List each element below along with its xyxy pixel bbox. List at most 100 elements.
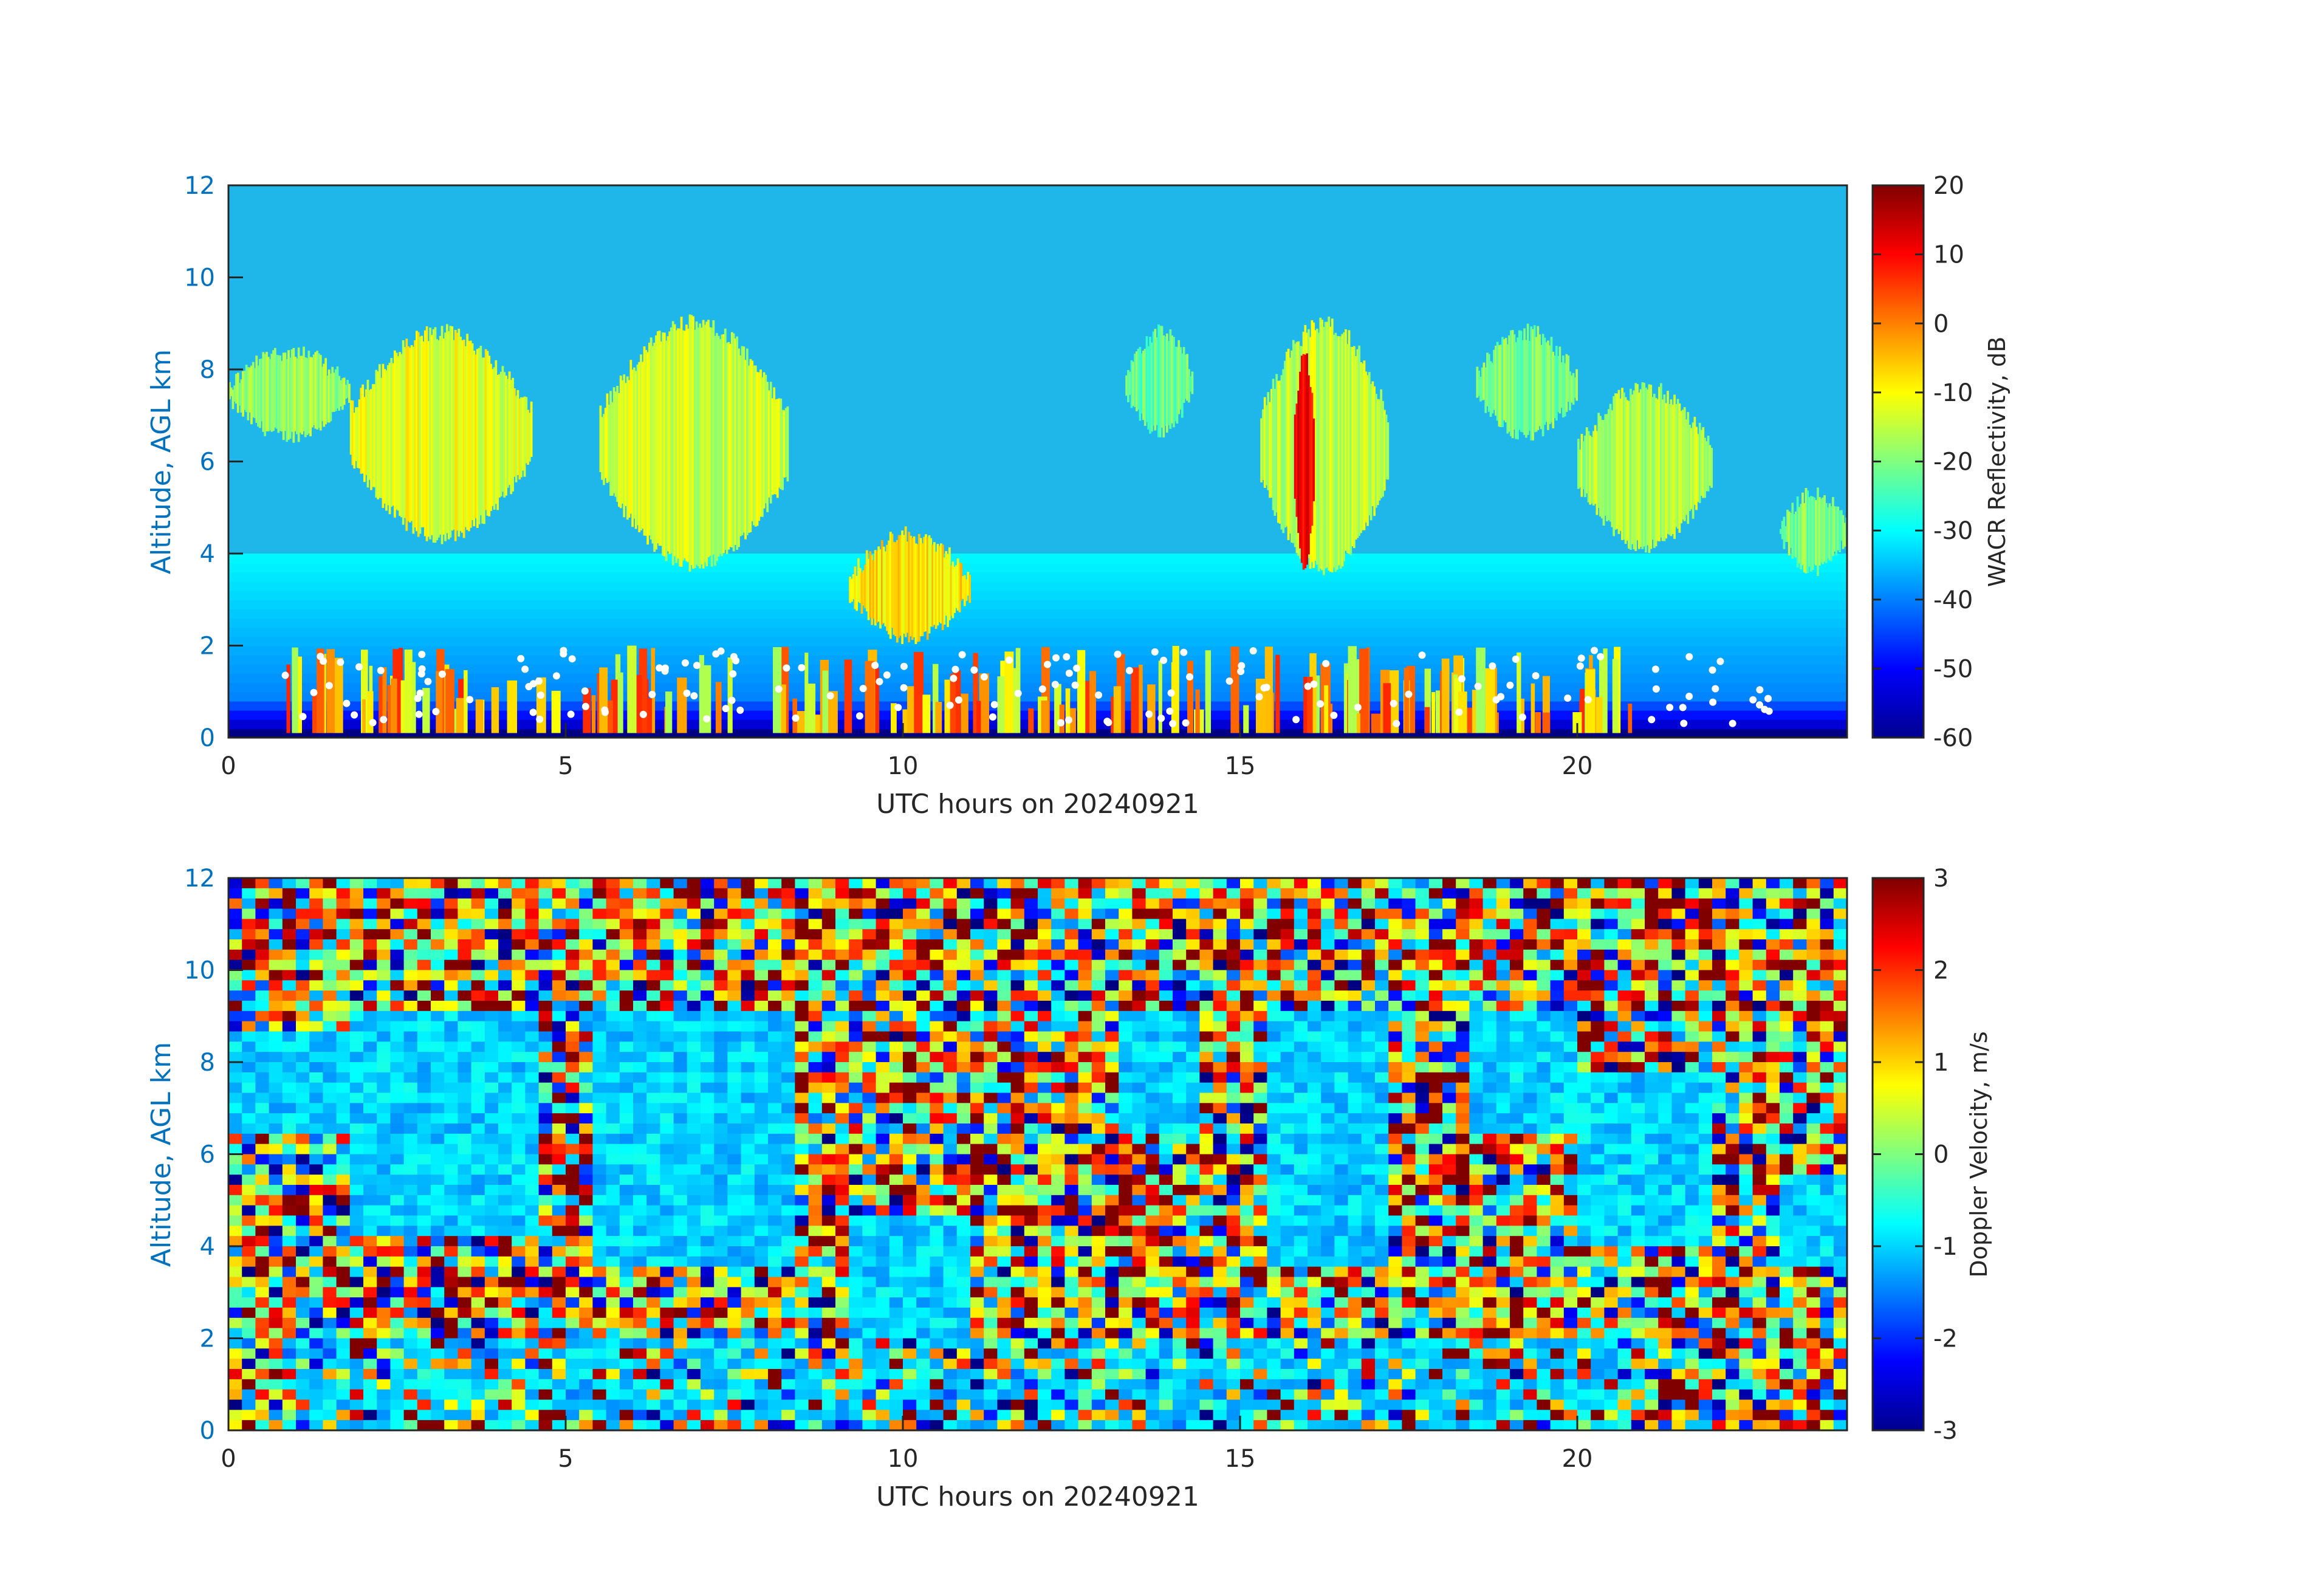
doppler-cell bbox=[889, 1226, 903, 1237]
doppler-cell bbox=[970, 919, 985, 930]
doppler-cell bbox=[228, 1348, 243, 1360]
doppler-cell bbox=[1105, 1348, 1120, 1360]
reflectivity-cell bbox=[303, 346, 305, 431]
doppler-cell bbox=[1173, 990, 1187, 1001]
doppler-cell bbox=[606, 1185, 620, 1196]
doppler-cell bbox=[997, 1144, 1012, 1155]
doppler-cell bbox=[849, 1041, 863, 1053]
doppler-cell bbox=[363, 908, 378, 920]
reflectivity-cell bbox=[525, 397, 528, 464]
reflectivity-cell bbox=[1835, 506, 1838, 556]
doppler-cell bbox=[363, 1092, 378, 1104]
doppler-cell bbox=[835, 1052, 850, 1063]
doppler-cell bbox=[673, 1133, 688, 1145]
reflectivity-cell bbox=[1294, 414, 1297, 499]
doppler-cell bbox=[444, 959, 459, 971]
doppler-cell bbox=[552, 929, 566, 940]
doppler-cell bbox=[835, 1103, 850, 1114]
doppler-cell bbox=[1091, 1175, 1106, 1185]
doppler-cell bbox=[1119, 959, 1133, 971]
doppler-cell bbox=[862, 1389, 877, 1401]
doppler-cell bbox=[1024, 1266, 1038, 1278]
reflectivity-cell bbox=[1796, 496, 1799, 568]
doppler-cell bbox=[1010, 1379, 1025, 1390]
doppler-cell bbox=[1173, 1328, 1187, 1339]
doppler-cell bbox=[1159, 990, 1173, 1001]
reflectivity-cell bbox=[879, 549, 882, 629]
doppler-cell bbox=[592, 1359, 607, 1370]
doppler-cell bbox=[835, 1297, 850, 1308]
doppler-cell bbox=[566, 990, 580, 1001]
doppler-cell bbox=[687, 1410, 701, 1421]
doppler-cell bbox=[566, 1308, 580, 1319]
reflectivity-cell bbox=[1680, 411, 1683, 524]
doppler-cell bbox=[538, 1389, 553, 1401]
doppler-cell bbox=[363, 1113, 378, 1124]
doppler-cell bbox=[228, 1103, 243, 1114]
doppler-cell bbox=[349, 1001, 364, 1012]
doppler-cell bbox=[363, 990, 378, 1001]
doppler-cell bbox=[269, 1297, 283, 1308]
doppler-cell bbox=[417, 1154, 431, 1165]
doppler-cell bbox=[1091, 1348, 1106, 1360]
reflectivity-cell bbox=[897, 535, 900, 638]
doppler-cell bbox=[821, 1359, 836, 1370]
doppler-cell bbox=[606, 1410, 620, 1421]
doppler-cell bbox=[1038, 1369, 1052, 1380]
doppler-cell bbox=[1145, 1399, 1160, 1411]
reflectivity-cell bbox=[955, 696, 962, 704]
doppler-cell bbox=[956, 1133, 971, 1145]
doppler-cell bbox=[1105, 1215, 1120, 1227]
doppler-cell bbox=[606, 1001, 620, 1012]
doppler-cell bbox=[323, 1369, 337, 1380]
doppler-cell bbox=[552, 1266, 566, 1278]
doppler-cell bbox=[741, 1256, 755, 1267]
doppler-cell bbox=[673, 1287, 688, 1298]
reflectivity-cell bbox=[1643, 382, 1645, 547]
doppler-cell bbox=[431, 908, 445, 920]
reflectivity-cell bbox=[252, 362, 255, 417]
doppler-cell bbox=[269, 1123, 283, 1134]
doppler-cell bbox=[363, 1031, 378, 1043]
doppler-cell bbox=[795, 1010, 809, 1022]
reflectivity-cell bbox=[1542, 712, 1551, 733]
reflectivity-cell bbox=[730, 653, 738, 660]
doppler-cell bbox=[1091, 1062, 1106, 1073]
doppler-cell bbox=[997, 1195, 1012, 1206]
doppler-cell bbox=[1119, 1328, 1133, 1339]
reflectivity-cell bbox=[1523, 328, 1526, 435]
doppler-cell bbox=[242, 1246, 256, 1257]
reflectivity-cell bbox=[1145, 336, 1148, 423]
doppler-cell bbox=[997, 1236, 1012, 1247]
doppler-cell bbox=[512, 1154, 526, 1165]
reflectivity-cell bbox=[299, 713, 307, 721]
reflectivity-cell bbox=[648, 690, 656, 698]
doppler-cell bbox=[1091, 1359, 1106, 1370]
doppler-cell bbox=[970, 1215, 985, 1227]
reflectivity-cell bbox=[377, 667, 385, 674]
doppler-cell bbox=[417, 878, 431, 889]
doppler-cell bbox=[1051, 1062, 1066, 1073]
reflectivity-cell bbox=[651, 346, 654, 544]
doppler-cell bbox=[1078, 939, 1092, 950]
doppler-cell bbox=[458, 1236, 472, 1247]
doppler-cell bbox=[498, 1205, 513, 1216]
doppler-cell bbox=[1173, 980, 1187, 992]
doppler-cell bbox=[1173, 1144, 1187, 1155]
doppler-cell bbox=[673, 1226, 688, 1237]
doppler-cell bbox=[1119, 1297, 1133, 1308]
doppler-cell bbox=[242, 1236, 256, 1247]
doppler-cell bbox=[269, 1072, 283, 1083]
doppler-cell bbox=[498, 1185, 513, 1196]
doppler-cell bbox=[242, 1266, 256, 1278]
doppler-cell bbox=[1024, 1175, 1038, 1185]
doppler-cell bbox=[1091, 1246, 1106, 1257]
doppler-cell bbox=[1145, 1175, 1160, 1185]
reflectivity-cell bbox=[1518, 713, 1526, 721]
doppler-cell bbox=[673, 1144, 688, 1155]
doppler-cell bbox=[795, 959, 809, 971]
doppler-cell bbox=[390, 1133, 405, 1145]
doppler-cell bbox=[970, 908, 985, 920]
doppler-cell bbox=[997, 898, 1012, 910]
doppler-cell bbox=[727, 1144, 742, 1155]
